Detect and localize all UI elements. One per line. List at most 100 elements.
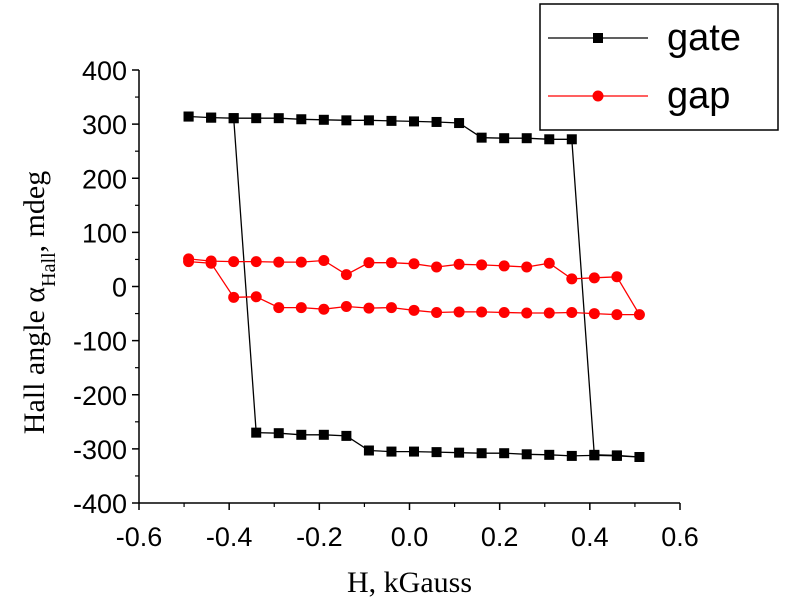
gate-point: [431, 116, 442, 127]
gate-point: [386, 446, 397, 457]
y-tick-label: 400: [82, 56, 127, 86]
gap-point: [295, 256, 307, 268]
gap-point: [363, 257, 375, 269]
gap-point: [543, 307, 555, 319]
gate-point: [273, 428, 284, 439]
gap-point: [498, 306, 510, 318]
gate-point: [544, 134, 555, 145]
gate-point: [521, 133, 532, 144]
gap-point: [566, 306, 578, 318]
gap-point: [318, 303, 330, 315]
gate-point: [228, 113, 239, 124]
gate-point: [634, 451, 645, 462]
legend-label: gate: [667, 17, 741, 59]
gate-point: [386, 115, 397, 126]
legend-item-gap: gap: [548, 75, 730, 117]
y-tick-label: 0: [112, 273, 127, 303]
x-axis-ticks: -0.6 -0.4 -0.2 0.0 0.2 0.4 0.6: [116, 503, 699, 552]
legend-item-gate: gate: [548, 17, 741, 59]
gap-point: [521, 261, 533, 273]
gate-point: [318, 114, 329, 125]
y-axis-title-main: Hall angle α: [18, 287, 51, 435]
gap-point: [205, 257, 217, 269]
y-axis-ticks: -400 -300 -200 -100 0 100 200 300 400: [73, 56, 139, 519]
legend-marker: [592, 90, 604, 102]
x-tick-label: -0.2: [296, 522, 343, 552]
gap-point: [228, 291, 240, 303]
gap-point: [273, 256, 285, 268]
gate-point: [431, 447, 442, 458]
gate-point: [296, 429, 307, 440]
y-tick-label: -100: [73, 327, 127, 357]
x-tick-label: 0.2: [481, 522, 519, 552]
gate-point: [521, 449, 532, 460]
gap-point: [183, 256, 195, 268]
gap-point: [408, 304, 420, 316]
gate-line: [188, 115, 640, 458]
gate-point: [251, 113, 262, 124]
gate-point: [363, 115, 374, 126]
series-gate: [183, 111, 645, 462]
gap-point: [431, 306, 443, 318]
gate-point: [273, 113, 284, 124]
gate-point: [409, 116, 420, 127]
gate-point: [296, 114, 307, 125]
legend-marker: [593, 33, 603, 43]
gap-point: [476, 259, 488, 271]
gate-point: [566, 134, 577, 145]
x-tick-label: -0.4: [206, 522, 253, 552]
y-tick-label: -300: [73, 435, 127, 465]
gate-point: [183, 111, 194, 122]
gap-point: [340, 269, 352, 281]
gate-point: [341, 430, 352, 441]
y-tick-label: -200: [73, 381, 127, 411]
gate-point: [589, 450, 600, 461]
gap-point: [521, 307, 533, 319]
gap-point: [453, 306, 465, 318]
gap-point: [408, 258, 420, 270]
gate-point: [499, 133, 510, 144]
gate-point: [476, 132, 487, 143]
gap-point: [543, 257, 555, 269]
gap-point: [453, 258, 465, 270]
legend-box: [539, 3, 779, 131]
gap-point: [566, 273, 578, 285]
gap-point: [318, 255, 330, 267]
gap-point: [498, 260, 510, 272]
y-axis-title-unit: , mdeg: [18, 171, 51, 253]
gate-point: [206, 112, 217, 123]
gate-point: [611, 450, 622, 461]
gap-point: [588, 272, 600, 284]
x-tick-label: -0.6: [116, 522, 163, 552]
y-tick-label: 200: [82, 164, 127, 194]
gap-point: [228, 256, 240, 268]
gap-point: [273, 302, 285, 314]
x-axis-title: H, kGauss: [347, 566, 472, 599]
y-tick-label: 100: [82, 218, 127, 248]
gap-point: [588, 308, 600, 320]
series-gap: [183, 253, 645, 321]
x-tick-label: 0.4: [571, 522, 609, 552]
legend: gate gap: [539, 3, 779, 131]
gate-point: [454, 447, 465, 458]
gap-point: [295, 302, 307, 314]
gate-point: [251, 427, 262, 438]
gap-point: [363, 302, 375, 314]
gap-point: [633, 309, 645, 321]
y-tick-label: -400: [73, 489, 127, 519]
series-layer: [183, 111, 645, 462]
gate-point: [318, 429, 329, 440]
gate-point: [544, 449, 555, 460]
legend-label: gap: [667, 75, 730, 117]
gate-point: [409, 446, 420, 457]
y-axis-title-subscript: Hall: [38, 252, 60, 287]
gate-point: [476, 448, 487, 459]
plot-axes: [138, 70, 680, 504]
gap-point: [476, 306, 488, 318]
gate-point: [499, 448, 510, 459]
gap-point: [385, 302, 397, 314]
gap-point: [340, 301, 352, 313]
gate-point: [363, 445, 374, 456]
gate-point: [341, 115, 352, 126]
